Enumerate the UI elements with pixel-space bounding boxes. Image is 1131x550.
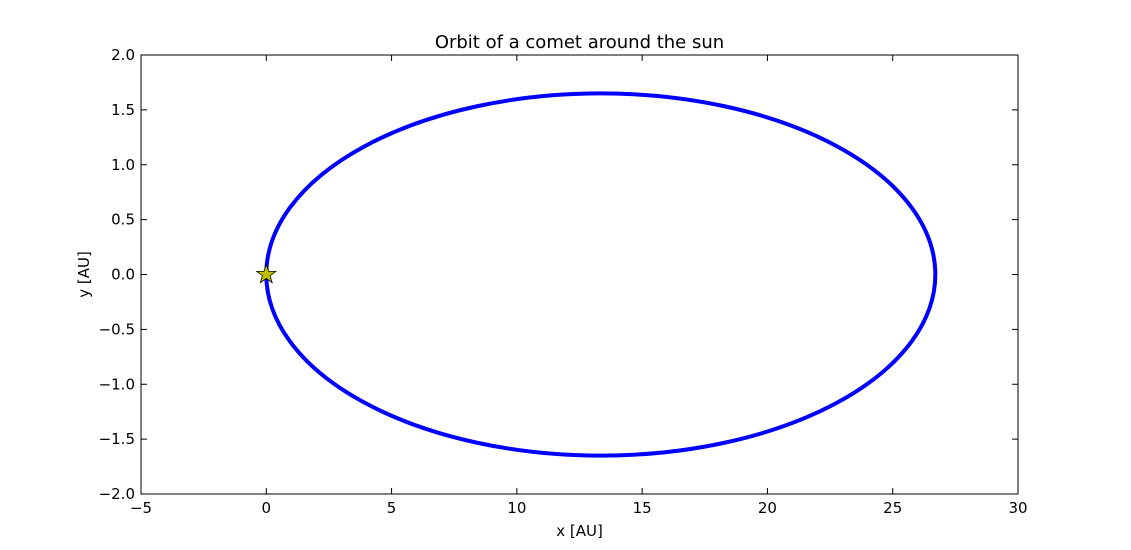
x-tick-label: 20 [758,499,777,517]
chart-title: Orbit of a comet around the sun [435,32,724,53]
y-tick-label: 1.0 [111,156,135,174]
y-tick-label: −1.0 [99,375,135,393]
y-tick-label: 0.5 [111,211,135,229]
x-axis-label: x [AU] [556,522,603,540]
x-tick-label: 25 [883,499,902,517]
y-tick-label: 1.5 [111,101,135,119]
x-tick-label: 15 [633,499,652,517]
y-tick-label: 0.0 [111,266,135,284]
ticks-layer: −5 0 5 10 15 20 25 30 2.0 1.5 1.0 0.5 0.0 −0.5 −1.0 −1.… [99,46,1028,517]
y-tick-label: −0.5 [99,320,135,338]
x-tick-label: 30 [1008,499,1027,517]
orbit-layer [255,91,938,458]
y-axis-label: y [AU] [75,251,93,298]
plot-frame [140,54,1019,495]
y-tick-label: 2.0 [111,46,135,64]
x-tick-label: 5 [387,499,397,517]
y-tick-label: −2.0 [99,485,135,503]
y-tick-label: −1.5 [99,430,135,448]
x-tick-label: 0 [262,499,272,517]
sun-star-marker [255,263,277,284]
x-tick-label: −5 [130,499,152,517]
x-tick-label: 10 [507,499,526,517]
